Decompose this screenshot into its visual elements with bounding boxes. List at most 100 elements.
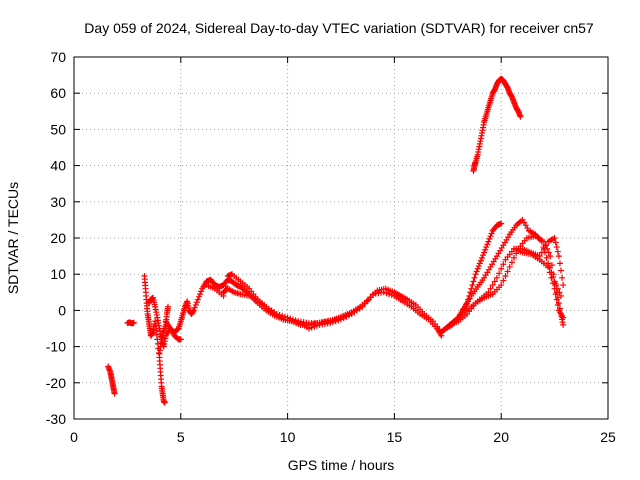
data-point (469, 282, 476, 289)
data-point (364, 297, 371, 304)
series-s13 (511, 235, 567, 289)
data-point (500, 261, 507, 268)
data-point (343, 312, 350, 319)
y-tick-label: 40 (50, 158, 66, 174)
data-point (554, 248, 561, 255)
data-point (558, 292, 565, 299)
x-tick-label: 0 (70, 429, 78, 445)
data-point (338, 314, 344, 321)
y-tick-label: -30 (46, 411, 66, 427)
data-point (546, 269, 553, 276)
data-point (551, 285, 558, 292)
y-tick-label: 70 (50, 49, 66, 65)
data-point (560, 321, 567, 328)
data-point (292, 317, 299, 324)
data-point (493, 274, 500, 281)
data-point (559, 274, 566, 281)
data-point (467, 289, 474, 296)
x-tick-label: 10 (280, 429, 296, 445)
data-point (485, 289, 492, 296)
data-point (560, 282, 567, 289)
data-point (130, 319, 137, 326)
axis-ticks (73, 56, 609, 420)
tick-labels: 0 5 10 15 20 25 -30 -20 -10 0 10 20 30 40 50 60 70 (46, 49, 616, 445)
data-point (483, 244, 490, 251)
data-point (506, 263, 513, 270)
data-point (500, 277, 507, 284)
data-point (552, 291, 559, 298)
data-point (548, 262, 555, 269)
data-point (332, 316, 339, 323)
y-tick-label: 0 (58, 302, 66, 318)
data-point (498, 220, 505, 227)
data-point (554, 301, 561, 308)
x-tick-label: 25 (600, 429, 616, 445)
data-point (549, 280, 556, 287)
data-point (547, 253, 554, 260)
data-point (488, 230, 495, 237)
data-point (327, 318, 334, 325)
data-point (380, 289, 387, 296)
data-point (273, 311, 280, 318)
data-point (367, 294, 374, 301)
data-point (511, 254, 518, 261)
data-point (487, 233, 494, 240)
data-point (508, 259, 515, 266)
data-marks (105, 75, 567, 406)
data-point (498, 282, 505, 289)
data-point (550, 271, 557, 278)
data-point (223, 277, 230, 284)
grid-lines (74, 57, 608, 419)
data-point (482, 246, 489, 253)
data-point (504, 268, 511, 275)
data-point (476, 260, 483, 267)
data-point (193, 299, 200, 306)
data-point (287, 315, 294, 322)
data-point (192, 301, 199, 308)
data-point (486, 235, 493, 242)
data-point (348, 311, 355, 318)
data-point (161, 399, 168, 406)
data-point (556, 260, 563, 267)
series-s12 (451, 245, 567, 325)
data-point (475, 263, 482, 270)
data-point (551, 235, 558, 241)
series-s14 (470, 75, 524, 175)
data-point (195, 293, 202, 300)
data-point (540, 245, 547, 252)
data-point (553, 296, 560, 303)
y-axis-label: SDTVAR / TECUs (5, 182, 21, 294)
data-point (477, 257, 484, 264)
data-point (289, 316, 296, 323)
data-point (552, 239, 559, 246)
data-point (335, 315, 342, 322)
data-point (480, 252, 487, 259)
y-tick-label: -20 (46, 375, 66, 391)
series-s7 (203, 271, 445, 339)
chart-title: Day 059 of 2024, Sidereal Day-to-day VTE… (84, 20, 594, 36)
data-point (543, 242, 550, 249)
data-point (194, 296, 201, 303)
y-tick-label: 60 (50, 85, 66, 101)
data-point (305, 325, 312, 332)
data-point (489, 282, 496, 289)
data-point (386, 291, 393, 298)
y-tick-label: 30 (50, 194, 66, 210)
data-point (281, 313, 288, 320)
y-tick-label: 20 (50, 230, 66, 246)
data-point (484, 241, 491, 248)
x-tick-label: 5 (177, 429, 185, 445)
data-point (487, 285, 494, 292)
data-point (481, 249, 488, 256)
data-point (329, 317, 336, 324)
data-point (558, 267, 565, 274)
data-point (548, 274, 555, 281)
data-point (346, 311, 353, 318)
data-point (383, 290, 390, 297)
x-tick-label: 15 (387, 429, 403, 445)
data-point (191, 304, 198, 311)
data-point (198, 288, 205, 295)
data-point (279, 312, 286, 319)
data-point (340, 313, 347, 320)
